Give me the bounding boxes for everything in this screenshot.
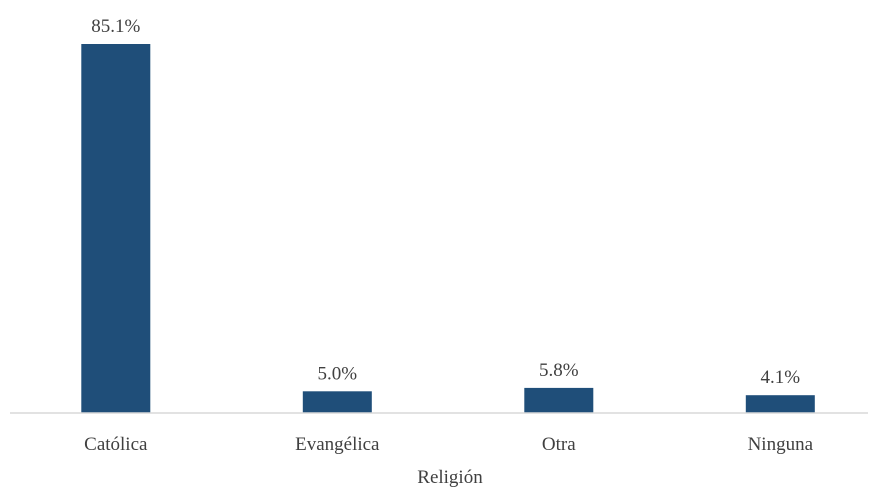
data-label-1: 5.0% — [318, 363, 358, 384]
x-tick-label-2: Otra — [542, 434, 576, 455]
x-axis-title: Religión — [417, 467, 483, 488]
data-label-3: 4.1% — [761, 367, 801, 388]
x-tick-label-0: Católica — [84, 434, 148, 455]
bar-3 — [745, 395, 815, 413]
x-tick-label-1: Evangélica — [295, 434, 380, 455]
x-tick-label-3: Ninguna — [748, 434, 814, 455]
labels-layer: 85.1% Católica 5.0% Evangélica 5.8% Otra 4.1% N… — [84, 16, 813, 455]
bars-layer — [81, 44, 815, 413]
bar-1 — [302, 391, 372, 413]
bar-0 — [81, 44, 151, 413]
data-label-2: 5.8% — [539, 360, 579, 381]
bar-2 — [524, 387, 594, 413]
data-label-0: 85.1% — [91, 16, 140, 37]
